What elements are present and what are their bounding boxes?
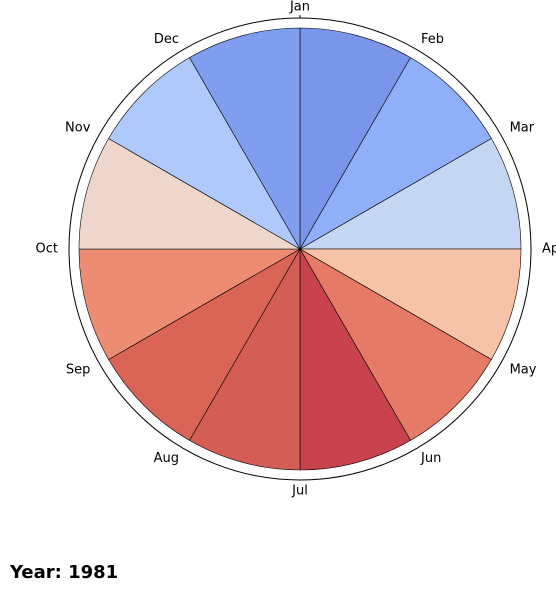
tick-label-sep: Sep bbox=[66, 363, 91, 378]
wedge-jul bbox=[189, 247, 301, 471]
wedge-may bbox=[299, 248, 492, 441]
tick-label-mar: Mar bbox=[510, 121, 535, 136]
wedge-aug bbox=[108, 248, 301, 441]
wedge-mar bbox=[298, 138, 522, 250]
tick-label-jun: Jun bbox=[420, 451, 441, 466]
wedge-sep bbox=[78, 248, 302, 360]
wedge-dec bbox=[189, 27, 301, 251]
tick-label-may: May bbox=[510, 363, 537, 378]
tick-label-feb: Feb bbox=[421, 32, 444, 47]
tick-label-jan: Jan bbox=[289, 0, 310, 15]
tick-label-oct: Oct bbox=[36, 242, 58, 257]
tick-label-aug: Aug bbox=[154, 451, 179, 466]
wedge-group bbox=[78, 27, 522, 471]
tick-label-apr: Apr bbox=[542, 242, 556, 257]
wedge-jan bbox=[299, 27, 411, 251]
chart-title: Year: 1981 bbox=[10, 562, 119, 583]
wedge-feb bbox=[299, 57, 492, 250]
label-group: Jan Feb Mar Apr May Jun Jul Aug Sep Oct Nov Dec bbox=[36, 0, 556, 499]
wedge-jun bbox=[299, 247, 411, 471]
wedge-apr bbox=[298, 248, 522, 360]
wedge-nov bbox=[108, 57, 301, 250]
tick-label-nov: Nov bbox=[65, 121, 91, 136]
tick-label-dec: Dec bbox=[154, 32, 179, 47]
tick-label-jul: Jul bbox=[291, 484, 308, 499]
wedge-oct bbox=[78, 138, 302, 250]
